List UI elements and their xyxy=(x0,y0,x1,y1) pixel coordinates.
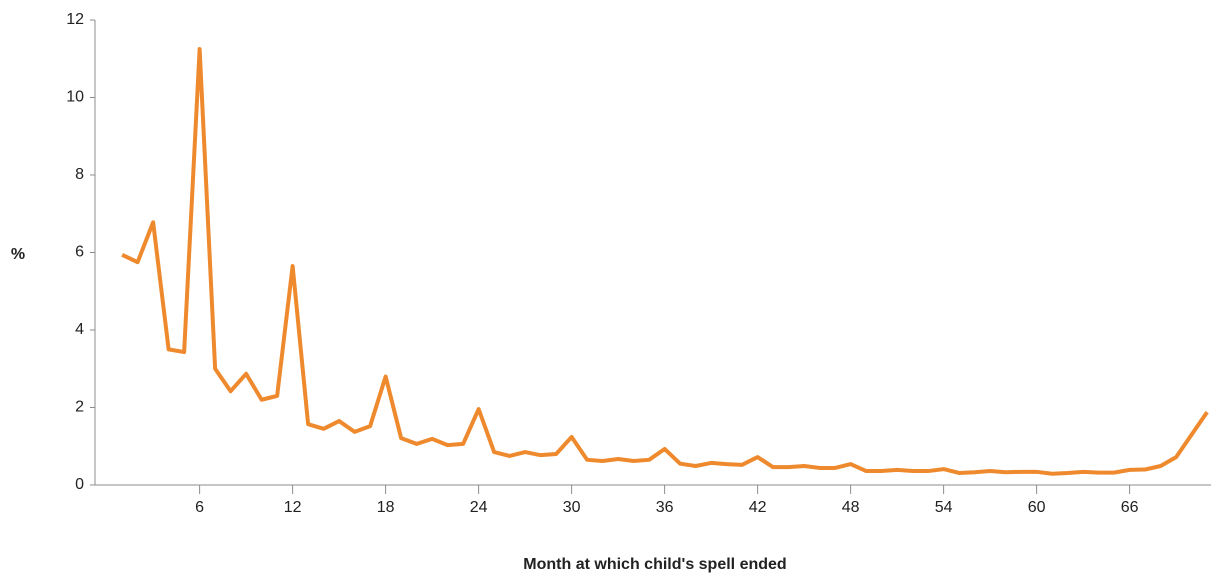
x-tick-label: 60 xyxy=(1028,499,1046,516)
x-tick-label: 42 xyxy=(749,499,767,516)
y-tick-label: 12 xyxy=(66,11,84,28)
x-tick-label: 48 xyxy=(842,499,860,516)
x-tick-label: 30 xyxy=(563,499,581,516)
y-tick-label: 6 xyxy=(75,244,84,261)
x-tick-label: 18 xyxy=(377,499,395,516)
y-tick-label: 4 xyxy=(75,321,84,338)
x-tick-label: 54 xyxy=(935,499,953,516)
x-tick-label: 12 xyxy=(284,499,302,516)
y-tick-label: 2 xyxy=(75,399,84,416)
x-axis-title: Month at which child's spell ended xyxy=(523,556,786,573)
x-tick-label: 6 xyxy=(195,499,204,516)
y-tick-label: 0 xyxy=(75,476,84,493)
x-tick-label: 24 xyxy=(470,499,488,516)
x-tick-label: 66 xyxy=(1121,499,1139,516)
x-tick-label: 36 xyxy=(656,499,674,516)
y-tick-label: 10 xyxy=(66,89,84,106)
data-line xyxy=(121,47,1209,476)
y-axis-title: % xyxy=(11,246,25,263)
y-tick-label: 8 xyxy=(75,166,84,183)
